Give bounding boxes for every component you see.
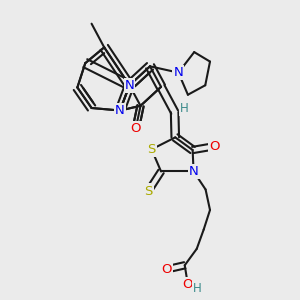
Text: N: N	[173, 66, 183, 79]
Text: N: N	[189, 165, 199, 178]
Text: H: H	[180, 102, 188, 116]
Text: N: N	[115, 104, 125, 117]
Text: O: O	[183, 278, 193, 291]
Text: S: S	[147, 143, 156, 156]
Text: O: O	[209, 140, 220, 153]
Text: O: O	[161, 263, 172, 276]
Text: S: S	[144, 184, 153, 198]
Text: O: O	[130, 122, 141, 135]
Text: H: H	[193, 281, 202, 295]
Text: N: N	[124, 79, 134, 92]
